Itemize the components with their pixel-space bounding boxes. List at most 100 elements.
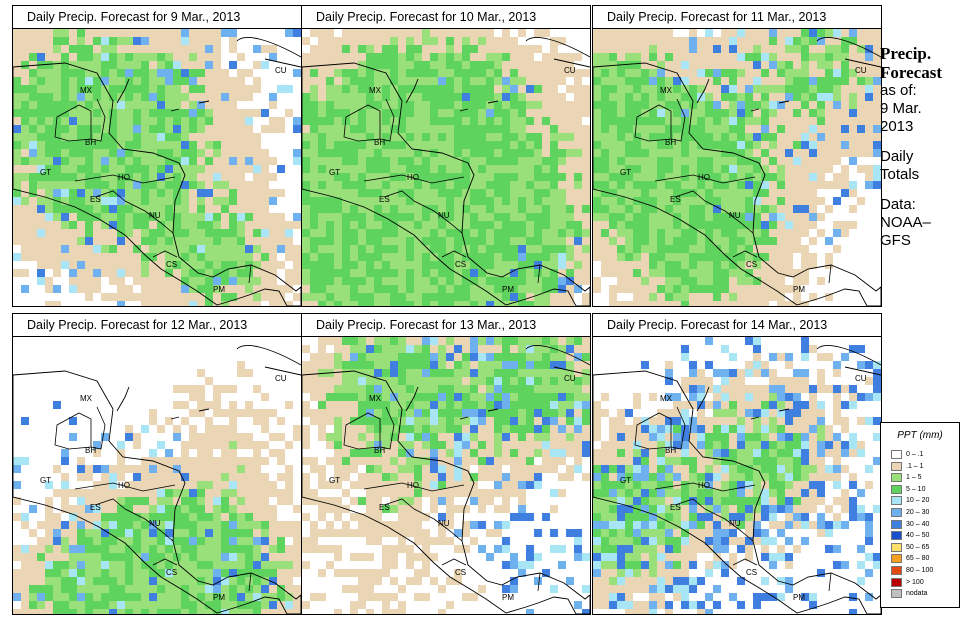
country-label-gt: GT [40,476,52,485]
country-border [441,250,467,258]
coastline-islands [116,345,301,420]
country-label-mx: MX [80,86,92,95]
country-border [74,174,176,184]
legend-swatch [891,554,902,564]
precip-grid-svg [13,29,301,306]
country-label-es: ES [379,195,390,204]
country-label-pm: PM [213,285,225,294]
country-label-ho: HO [698,173,710,182]
country-border [828,572,832,592]
country-label-cs: CS [166,568,178,577]
precip-cells [302,337,590,614]
country-label-bh: BH [85,446,97,455]
country-label-nu: NU [729,211,741,220]
precip-cells [302,29,590,306]
legend-swatch [891,589,902,599]
legend-swatch [891,577,902,587]
country-label-bh: BH [665,446,677,455]
country-border [152,250,178,258]
panel-title: Daily Precip. Forecast for 10 Mar., 2013 [302,6,590,29]
country-label-mx: MX [369,394,381,403]
country-label-cs: CS [166,260,178,269]
country-label-cs: CS [455,260,467,269]
legend-swatch [891,519,902,529]
precip-grid-svg [302,337,590,614]
forecast-panel-6: Daily Precip. Forecast for 14 Mar., 2013… [592,313,882,615]
country-label-bh: BH [665,138,677,147]
country-label-gt: GT [620,476,632,485]
country-border [379,98,395,142]
country-label-nu: NU [149,519,161,528]
precip-grid-svg [593,337,881,614]
country-border [828,264,832,284]
country-border [152,558,178,566]
country-border [674,190,706,202]
country-label-bh: BH [374,138,386,147]
country-label-nu: NU [729,519,741,528]
country-label-mx: MX [660,86,672,95]
country-border [90,98,106,142]
country-label-gt: GT [620,168,632,177]
country-border [732,558,758,566]
legend-range-label: 40 – 50 [906,532,930,540]
country-border [363,482,465,492]
country-label-mx: MX [369,86,381,95]
panel-title: Daily Precip. Forecast for 14 Mar., 2013 [593,314,881,337]
coastline-islands [405,37,590,112]
country-border [654,482,756,492]
country-border [94,498,126,510]
country-border [248,572,252,592]
precip-grid-svg [593,29,881,306]
country-label-cu: CU [855,374,867,383]
legend-swatch [891,450,902,459]
country-label-nu: NU [438,519,450,528]
sidebar-daily: Daily [880,148,914,165]
coastline-islands [696,345,881,420]
legend-swatch [891,566,902,575]
country-border [383,498,415,510]
country-label-nu: NU [149,211,161,220]
country-border [124,200,174,234]
country-label-bh: BH [85,138,97,147]
legend-swatch [891,484,902,494]
country-border [413,200,463,234]
country-label-pm: PM [213,593,225,602]
country-label-gt: GT [40,168,52,177]
country-label-bh: BH [374,446,386,455]
country-label-cu: CU [855,66,867,75]
coastline [302,62,590,306]
precip-map: MX CU BH GT HO ES NU CS PM [593,337,881,614]
country-border [704,508,754,542]
sidebar-source: NOAA– [880,214,931,231]
sidebar-asof-label: as of: [880,82,917,99]
country-border [383,190,415,202]
coastline-islands [405,345,590,420]
sidebar-title-line1: Precip. [880,44,932,63]
legend-range-label: 10 – 20 [906,497,930,505]
legend-range-label: 5 – 10 [906,485,926,493]
panel-title: Daily Precip. Forecast for 13 Mar., 2013 [302,314,590,337]
country-label-gt: GT [329,168,341,177]
legend-range-label: 65 – 80 [906,555,930,563]
panel-title: Daily Precip. Forecast for 12 Mar., 2013 [13,314,301,337]
country-label-es: ES [670,503,681,512]
precip-cells [13,29,301,306]
legend-swatch [891,542,902,552]
coastline [593,370,881,614]
precip-map: MX CU BH GT HO ES NU CS PM [13,337,301,614]
sidebar-totals: Totals [880,166,920,183]
panel-title: Daily Precip. Forecast for 11 Mar., 2013 [593,6,881,29]
country-border [670,406,686,450]
country-label-pm: PM [502,593,514,602]
forecast-panel-5: Daily Precip. Forecast for 13 Mar., 2013… [301,313,591,615]
country-label-cu: CU [275,66,287,75]
legend-range-label: 0 – .1 [906,451,924,458]
coastline-islands [116,37,301,112]
sidebar-title-line2: Forecast [880,63,942,82]
legend-swatch [891,461,902,471]
forecast-panel-3: Daily Precip. Forecast for 11 Mar., 2013… [592,5,882,307]
country-label-gt: GT [329,476,341,485]
country-border [732,250,758,258]
precip-map: MX CU BH GT HO ES NU CS PM [593,29,881,306]
coastline [13,62,301,306]
